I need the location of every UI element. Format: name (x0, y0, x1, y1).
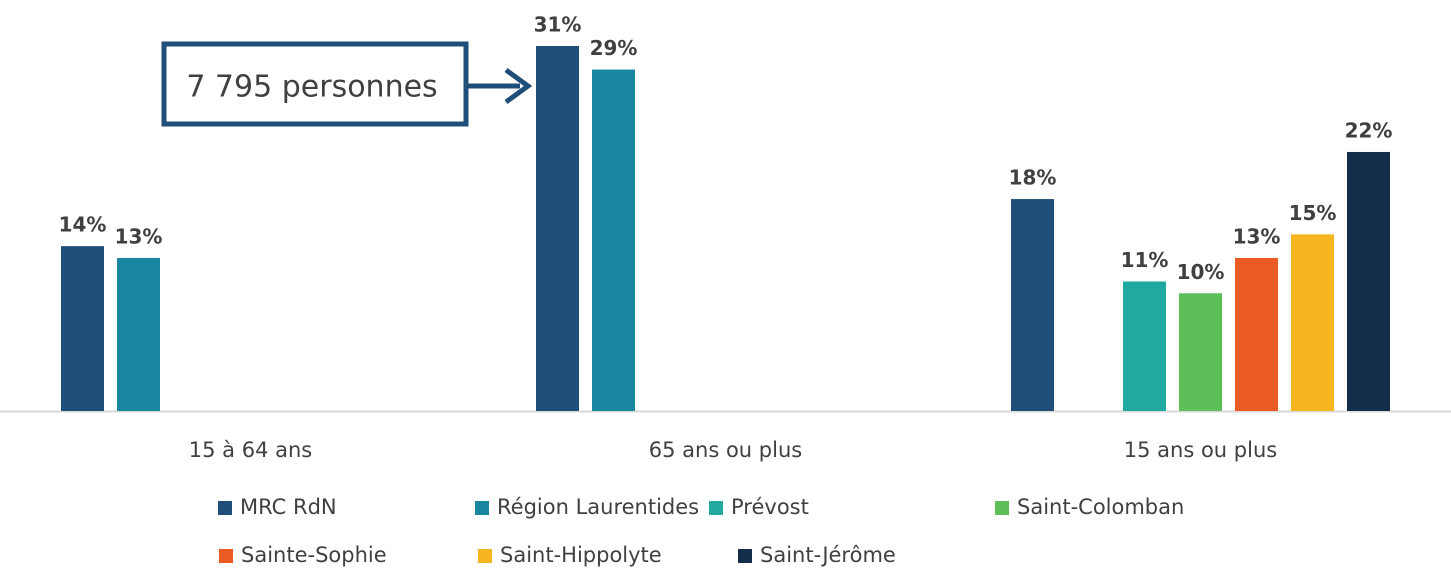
legend-label: Saint-Jérôme (760, 543, 896, 567)
value-label: 14% (59, 213, 107, 237)
value-label: 13% (115, 224, 163, 248)
legend-swatch (219, 549, 233, 563)
legend-swatch (738, 549, 752, 563)
value-label: 13% (1233, 224, 1281, 248)
bar (1123, 281, 1166, 411)
legend-swatch (475, 501, 489, 515)
legend-label: Région Laurentides (497, 495, 699, 519)
bar (61, 246, 104, 411)
bar (592, 69, 635, 411)
legend-label: Sainte-Sophie (241, 543, 387, 567)
legend-swatch (995, 501, 1009, 515)
value-label: 29% (590, 36, 638, 60)
bar (1179, 293, 1222, 411)
x-tick-label: 15 à 64 ans (189, 438, 312, 462)
value-label: 31% (534, 13, 582, 37)
arrow-head (504, 67, 533, 105)
value-label: 22% (1345, 118, 1393, 142)
legend-label: Saint-Colomban (1017, 495, 1184, 519)
annotation-box (161, 41, 469, 127)
legend-label: Prévost (731, 495, 809, 519)
legend-swatch (478, 549, 492, 563)
bar (117, 257, 160, 411)
legend-label: Saint-Hippolyte (500, 543, 662, 567)
bar (1291, 234, 1334, 411)
bar (1347, 151, 1390, 411)
bar (1011, 199, 1054, 411)
value-label: 15% (1289, 201, 1337, 225)
value-label: 10% (1177, 260, 1225, 284)
bar (536, 46, 579, 411)
annotation: 7 795 personnes (186, 70, 437, 105)
x-tick-label: 15 ans ou plus (1124, 438, 1277, 462)
legend-swatch (709, 501, 723, 515)
legend-swatch (218, 501, 232, 515)
x-tick-label: 65 ans ou plus (649, 438, 802, 462)
value-label: 11% (1121, 248, 1169, 272)
legend-label: MRC RdN (240, 495, 337, 519)
value-label: 18% (1009, 166, 1057, 190)
bar (1235, 257, 1278, 411)
